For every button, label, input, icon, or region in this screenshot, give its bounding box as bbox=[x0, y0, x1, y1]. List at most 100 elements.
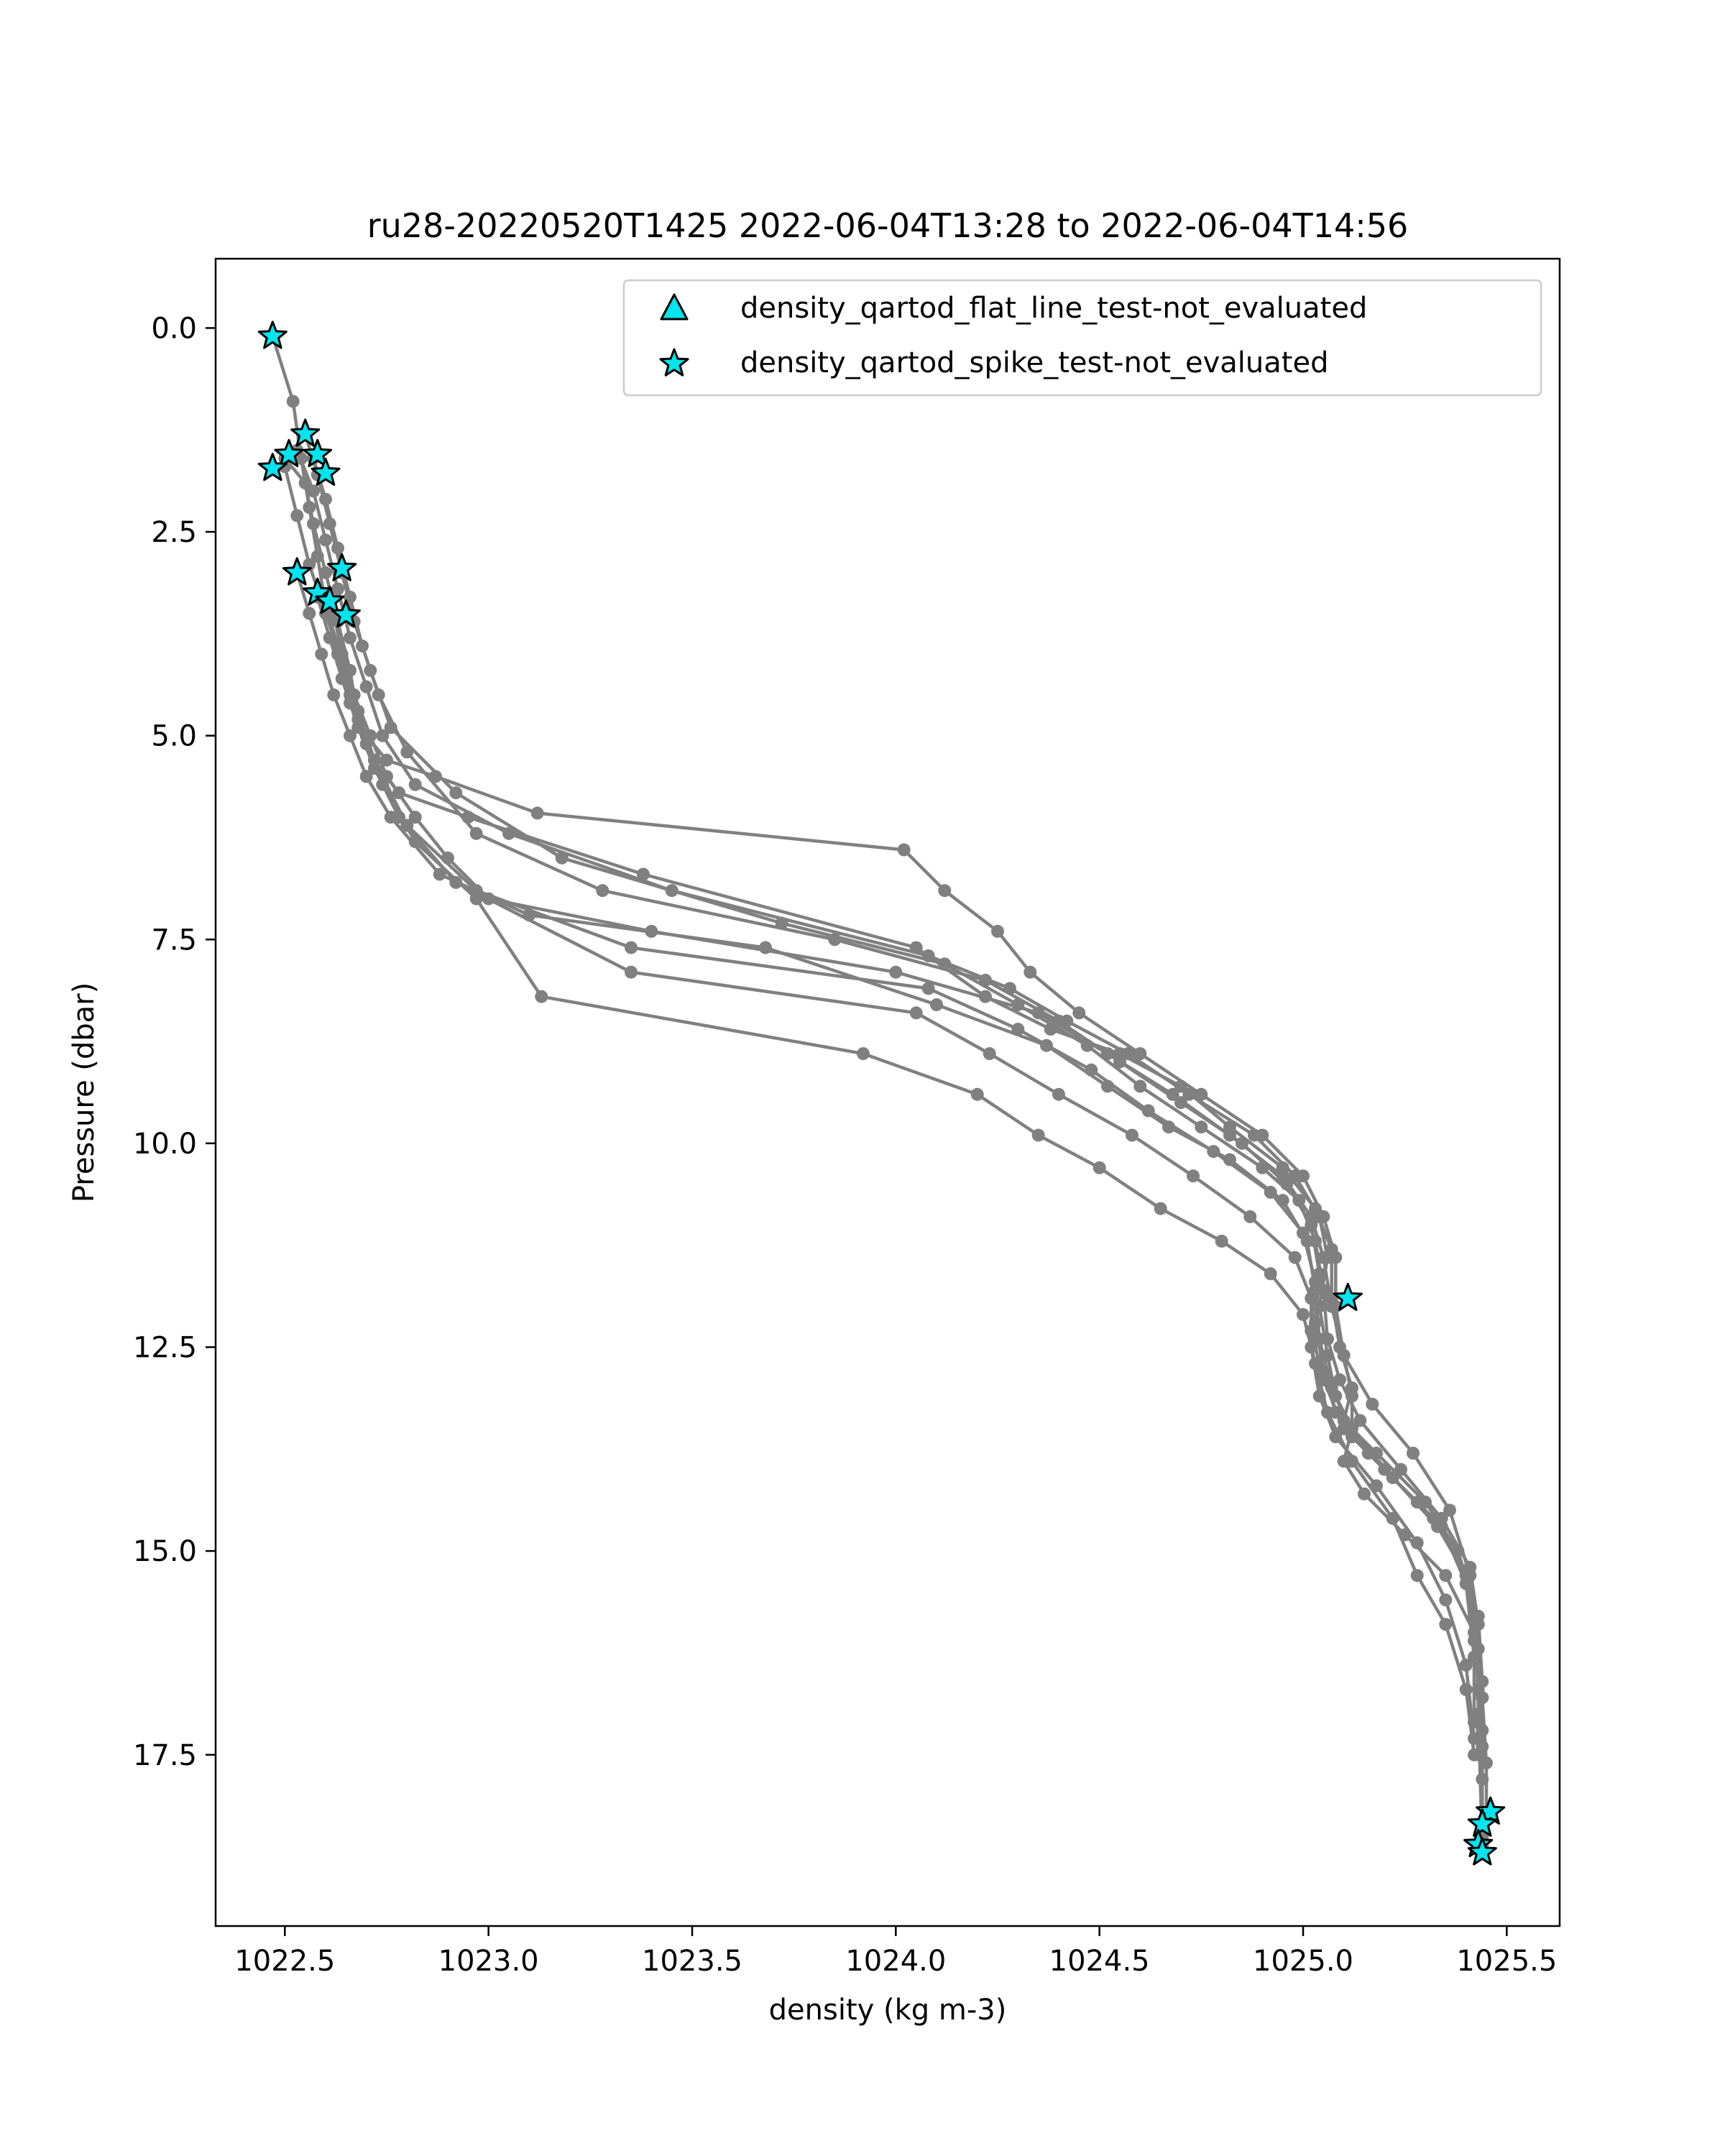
triangle-icon bbox=[660, 293, 689, 321]
x-tick-label: 1025.5 bbox=[1456, 1945, 1557, 1978]
y-tick-label: 12.5 bbox=[133, 1332, 197, 1365]
data-point bbox=[1346, 1455, 1358, 1468]
data-point bbox=[1386, 1511, 1399, 1525]
data-point bbox=[359, 770, 373, 783]
data-point bbox=[449, 786, 463, 800]
data-point bbox=[930, 998, 943, 1011]
data-point bbox=[1092, 1161, 1106, 1174]
data-point bbox=[637, 867, 650, 881]
data-point bbox=[1052, 1087, 1065, 1101]
data-point bbox=[408, 835, 422, 849]
series-profile-10 bbox=[327, 607, 1489, 1737]
data-point bbox=[1353, 1414, 1367, 1427]
spike-test-marker bbox=[274, 438, 304, 467]
data-point bbox=[530, 806, 544, 820]
legend-markers bbox=[659, 293, 689, 377]
data-point bbox=[408, 778, 422, 791]
data-point bbox=[1072, 1006, 1086, 1020]
data-point bbox=[1439, 1593, 1453, 1607]
data-point bbox=[347, 688, 361, 701]
data-point bbox=[286, 395, 300, 408]
x-axis-label: density (kg m-3) bbox=[769, 1994, 1007, 2027]
spike-test-marker bbox=[315, 586, 345, 614]
spike-test-marker bbox=[327, 553, 357, 581]
y-tick-label: 10.0 bbox=[133, 1128, 197, 1161]
data-point bbox=[1468, 1748, 1481, 1761]
spike-test-marker bbox=[1467, 1837, 1497, 1866]
data-point bbox=[319, 566, 332, 579]
data-point bbox=[380, 753, 393, 767]
data-point bbox=[1288, 1169, 1302, 1183]
data-point bbox=[1439, 1569, 1453, 1583]
data-point bbox=[344, 729, 356, 742]
spike-test-marker bbox=[1333, 1283, 1363, 1312]
data-point bbox=[400, 745, 414, 759]
spike-test-marker bbox=[331, 599, 361, 628]
data-point bbox=[1101, 1079, 1114, 1093]
data-point bbox=[828, 933, 842, 946]
data-point bbox=[1337, 1348, 1351, 1362]
data-point bbox=[1248, 1128, 1261, 1142]
data-point bbox=[979, 974, 992, 987]
data-point bbox=[1459, 1659, 1473, 1672]
data-point bbox=[1276, 1194, 1289, 1207]
data-point bbox=[1154, 1202, 1167, 1215]
data-point bbox=[1215, 1235, 1228, 1248]
data-point bbox=[372, 688, 385, 701]
data-point bbox=[1276, 1169, 1289, 1183]
data-point bbox=[1333, 1373, 1346, 1386]
data-point bbox=[327, 688, 341, 701]
data-point bbox=[1305, 1210, 1318, 1223]
data-point bbox=[1407, 1447, 1420, 1460]
y-tick-label: 5.0 bbox=[151, 720, 197, 753]
data-point bbox=[1309, 1357, 1322, 1370]
data-point bbox=[1346, 1381, 1358, 1395]
legend-label-spike: density_qartod_spike_test-not_evaluated bbox=[740, 346, 1328, 379]
chart-title: ru28-20220520T1425 2022-06-04T13:28 to 2… bbox=[367, 206, 1409, 245]
data-point bbox=[1024, 965, 1037, 979]
series-layer bbox=[266, 329, 1493, 1851]
data-point bbox=[1443, 1503, 1456, 1517]
y-tick-label: 2.5 bbox=[151, 516, 197, 549]
data-point bbox=[331, 582, 344, 596]
data-point bbox=[380, 770, 393, 783]
x-tick-label: 1023.5 bbox=[642, 1945, 742, 1978]
data-point bbox=[1476, 1772, 1489, 1786]
data-point bbox=[1317, 1250, 1330, 1264]
data-point bbox=[1312, 1332, 1326, 1346]
data-point bbox=[909, 1006, 923, 1020]
data-point bbox=[1101, 1047, 1114, 1061]
y-tick-label: 17.5 bbox=[133, 1739, 197, 1772]
data-point bbox=[1121, 1047, 1135, 1061]
data-point bbox=[1410, 1536, 1424, 1549]
data-point bbox=[1162, 1120, 1175, 1134]
data-point bbox=[1166, 1087, 1179, 1101]
data-point bbox=[1133, 1047, 1147, 1061]
data-point bbox=[645, 924, 658, 938]
data-point bbox=[359, 680, 373, 694]
spike-test-marker bbox=[257, 321, 288, 349]
data-point bbox=[356, 639, 369, 653]
data-point bbox=[315, 648, 328, 661]
data-point bbox=[1463, 1569, 1477, 1583]
data-point bbox=[1321, 1406, 1334, 1419]
data-point bbox=[857, 1047, 870, 1061]
data-point bbox=[1133, 1079, 1147, 1093]
data-point bbox=[1476, 1723, 1489, 1737]
data-point bbox=[1187, 1169, 1200, 1183]
data-point bbox=[1471, 1642, 1485, 1656]
data-point bbox=[596, 884, 610, 898]
star-icon bbox=[659, 348, 689, 377]
data-point bbox=[502, 826, 515, 840]
data-point bbox=[1366, 1397, 1379, 1411]
y-tick-label: 0.0 bbox=[151, 312, 197, 345]
data-point bbox=[1264, 1267, 1277, 1281]
data-point bbox=[535, 990, 548, 1003]
spike-test-marker bbox=[303, 438, 333, 467]
x-tick-label: 1023.0 bbox=[438, 1945, 539, 1978]
data-point bbox=[1435, 1520, 1448, 1534]
data-point bbox=[331, 541, 344, 555]
data-point bbox=[307, 517, 320, 530]
data-point bbox=[1459, 1683, 1473, 1696]
data-point bbox=[1031, 1128, 1045, 1142]
